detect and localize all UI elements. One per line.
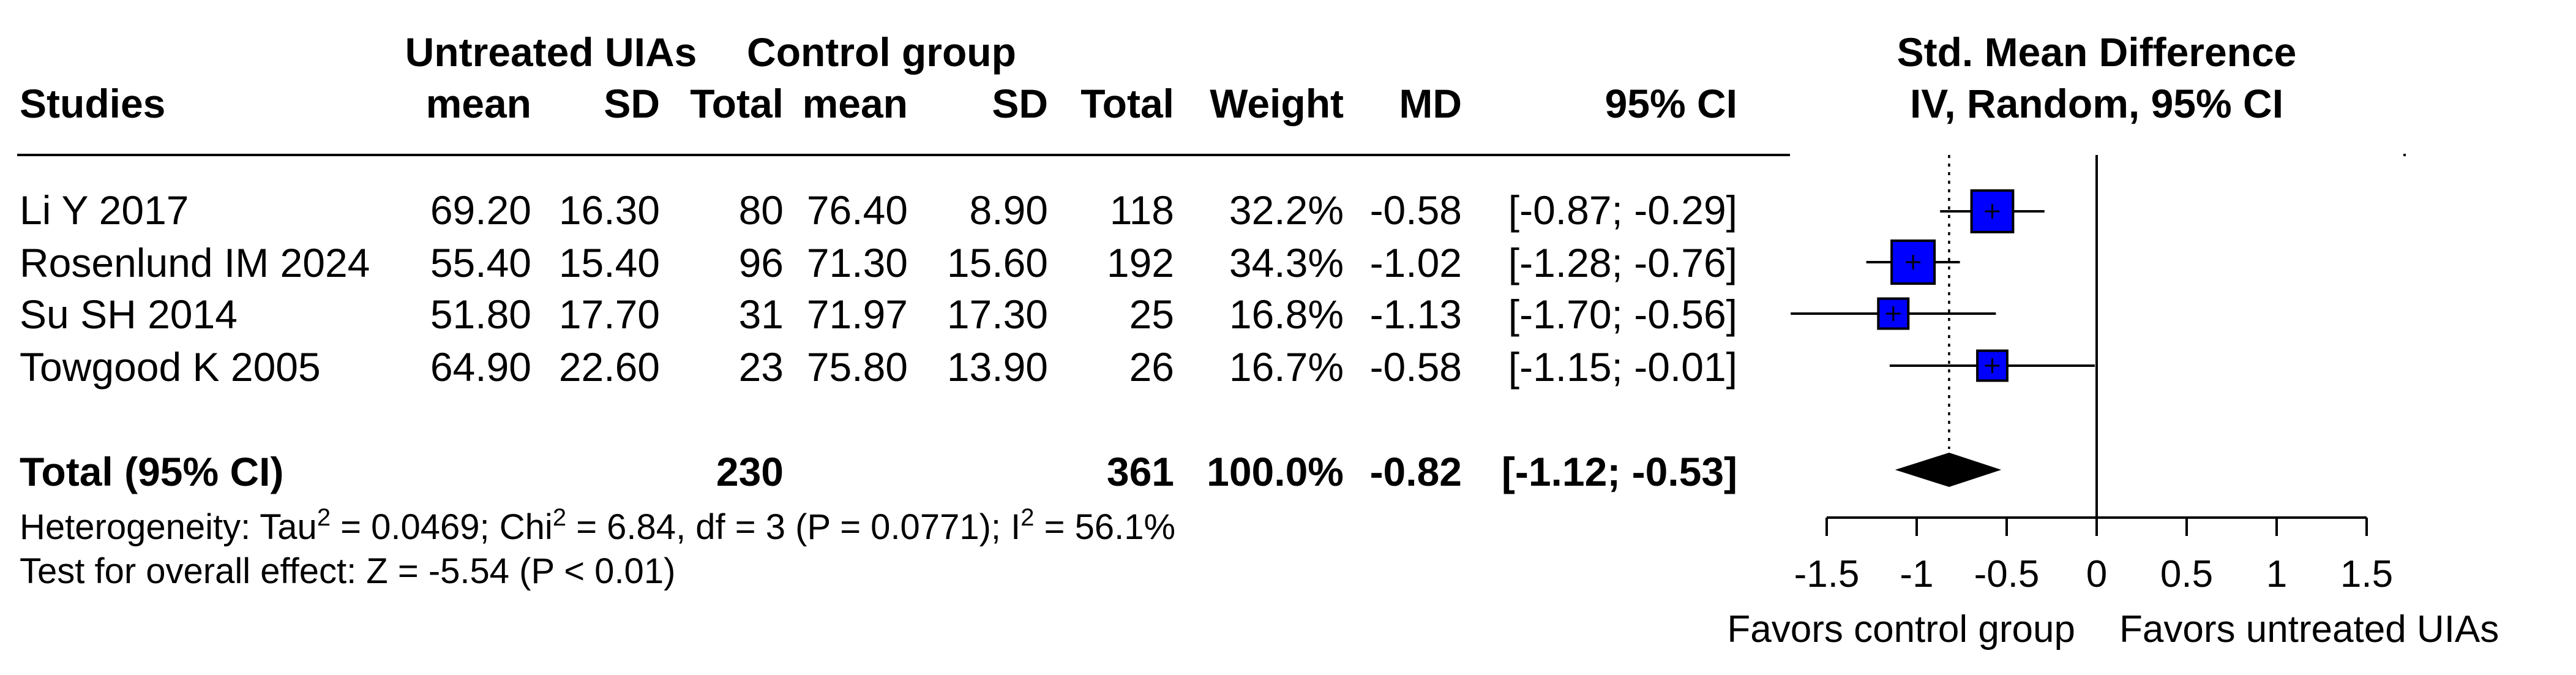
favors-left-label: Favors control group [1727,608,2075,650]
header-mean2: mean [803,81,908,126]
study-row: Towgood K 2005 64.90 22.60 23 75.80 13.9… [20,344,1737,390]
heterogeneity-text: Heterogeneity: Tau2 = 0.0469; Chi2 = 6.8… [20,504,1175,547]
x-tick-label: -1.5 [1794,553,1860,595]
mean2-cell: 71.97 [807,292,908,337]
study-row: Rosenlund IM 2024 55.40 15.40 96 71.30 1… [20,240,1737,285]
ci-cell: [-1.70; -0.56] [1508,292,1737,337]
total-weight: 100.0% [1207,449,1344,494]
mean1-cell: 64.90 [430,344,531,390]
total-md: -0.82 [1370,449,1462,494]
sd2-cell: 15.60 [947,240,1048,285]
sd2-cell: 13.90 [947,344,1048,390]
x-axis: -1.5 -1 -0.5 0 0.5 1 1.5 [1794,516,2393,595]
study-name: Su SH 2014 [20,292,238,337]
het-sup-tau: 2 [317,504,331,531]
mean1-cell: 51.80 [430,292,531,337]
sd1-cell: 22.60 [559,344,660,390]
weight-cell: 16.8% [1229,292,1344,337]
header-group2: Control group [747,29,1016,75]
total2-sum: 361 [1107,449,1174,494]
x-tick-label: -0.5 [1974,553,2040,595]
total-label: Total (95% CI) [20,449,283,494]
header-total2: Total [1080,81,1174,126]
total1-sum: 230 [716,449,784,494]
total2-cell: 25 [1129,292,1174,337]
x-tick-label: 0.5 [2160,553,2213,595]
pooled-diamond [1895,453,2002,487]
ci-cell: [-1.15; -0.01] [1508,344,1737,390]
weight-cell: 32.2% [1229,187,1344,233]
het-prefix: Heterogeneity: Tau [20,507,317,547]
header-studies: Studies [20,81,165,126]
ci-cell: [-0.87; -0.29] [1508,187,1737,233]
header-weight: Weight [1210,81,1344,126]
het-sup-i: 2 [1020,504,1034,531]
md-cell: -1.02 [1370,240,1462,285]
overall-effect-text: Test for overall effect: Z = -5.54 (P < … [20,551,675,591]
plot-title: Std. Mean Difference [1897,29,2297,75]
het-part-chi: = 0.0469; Chi [331,507,553,547]
mean2-cell: 71.30 [807,240,908,285]
study-row: Su SH 2014 51.80 17.70 31 71.97 17.30 25… [20,292,1737,337]
study-row: Li Y 2017 69.20 16.30 80 76.40 8.90 118 … [20,187,1737,233]
x-tick-label: 1 [2266,553,2287,595]
total-ci: [-1.12; -0.53] [1502,449,1737,494]
het-part-df: = 6.84, df = 3 (P = 0.0771); I [566,507,1020,547]
sd1-cell: 17.70 [559,292,660,337]
x-tick-label: 1.5 [2340,553,2393,595]
md-cell: -0.58 [1370,187,1462,233]
header-sd2: SD [992,81,1048,126]
plot-area [1790,152,2403,518]
favors-right-label: Favors untreated UIAs [2119,608,2499,650]
study-name: Rosenlund IM 2024 [20,240,370,285]
mean1-cell: 55.40 [430,240,531,285]
sd2-cell: 17.30 [947,292,1048,337]
weight-cell: 34.3% [1229,240,1344,285]
header-md: MD [1399,81,1462,126]
sd1-cell: 16.30 [559,187,660,233]
total2-cell: 26 [1129,344,1174,390]
ci-cell: [-1.28; -0.76] [1508,240,1737,285]
header-sd1: SD [604,81,660,126]
header-mean1: mean [426,81,531,126]
mean1-cell: 69.20 [430,187,531,233]
total1-cell: 31 [739,292,784,337]
total1-cell: 80 [739,187,784,233]
sd2-cell: 8.90 [970,187,1048,233]
mean2-cell: 75.80 [807,344,908,390]
header-total1: Total [690,81,784,126]
header-group1: Untreated UIAs [405,29,697,75]
weight-cell: 16.7% [1229,344,1344,390]
x-tick-label: -1 [1900,553,1933,595]
study-name: Li Y 2017 [20,187,189,233]
sd1-cell: 15.40 [559,240,660,285]
total1-cell: 96 [739,240,784,285]
md-cell: -0.58 [1370,344,1462,390]
total1-cell: 23 [739,344,784,390]
het-sup-chi: 2 [553,504,566,531]
study-name: Towgood K 2005 [20,344,321,390]
total-row: Total (95% CI) 230 361 100.0% -0.82 [-1.… [20,449,1737,494]
total2-cell: 118 [1110,187,1174,233]
header-ci: 95% CI [1605,81,1737,126]
het-part-i2: = 56.1% [1035,507,1176,547]
mean2-cell: 76.40 [807,187,908,233]
total2-cell: 192 [1107,240,1174,285]
x-tick-label: 0 [2086,553,2107,595]
md-cell: -1.13 [1370,292,1462,337]
plot-subtitle: IV, Random, 95% CI [1910,81,2283,126]
study-rows: Li Y 2017 69.20 16.30 80 76.40 8.90 118 … [20,187,1737,390]
